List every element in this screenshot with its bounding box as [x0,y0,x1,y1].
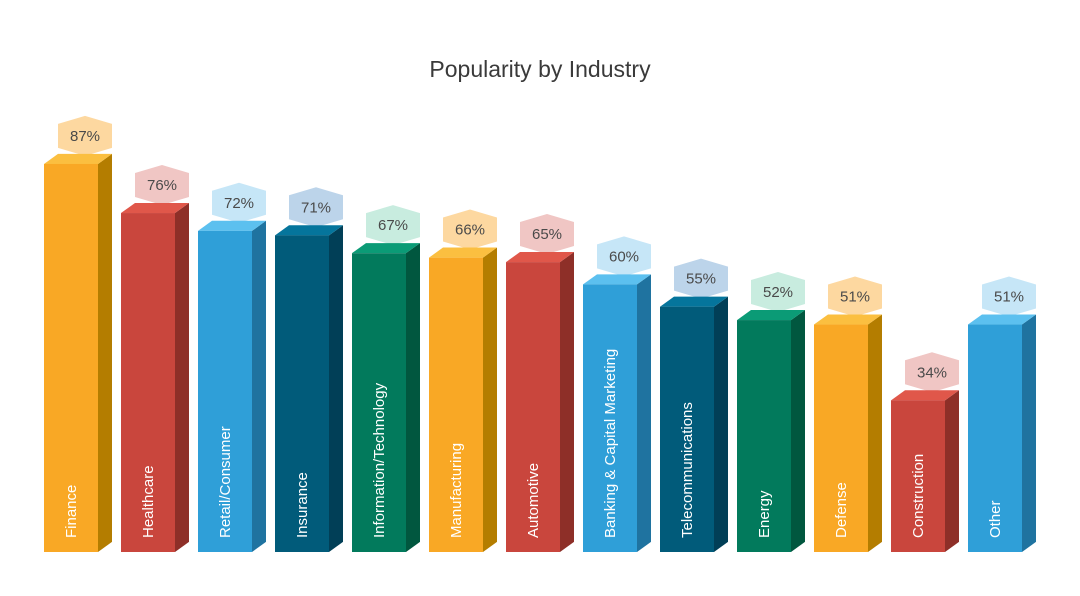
value-badge [135,164,189,205]
bar [583,284,637,552]
bar-side [945,390,959,552]
bar-top [660,296,728,307]
value-label: 51% [840,288,870,305]
value-label: 67% [378,217,408,234]
bar-side [1022,314,1036,552]
value-badge [520,214,574,255]
bar-top [506,252,574,263]
value-label: 52% [763,284,793,301]
category-label: Retail/Consumer [217,426,234,538]
value-label: 87% [70,128,100,145]
bar [352,253,406,552]
value-badge [366,205,420,246]
bar-top [891,390,959,401]
value-badge [212,182,266,223]
value-badge [597,236,651,277]
bar-side [329,225,343,552]
bar-top [814,314,882,325]
value-badge [443,209,497,250]
category-label: Energy [756,490,773,538]
bar-side [175,202,189,552]
value-badge [828,276,882,317]
value-badge [751,272,805,312]
category-label: Banking & Capital Marketing [602,349,619,538]
bar-top [429,247,497,258]
bar [275,235,329,552]
category-label: Information/Technology [371,382,388,538]
bar [198,230,252,552]
value-badge [289,187,343,228]
bar [121,213,175,553]
bar [506,262,560,552]
bar [737,320,791,552]
value-label: 60% [609,248,639,265]
category-label: Manufacturing [448,443,465,538]
category-label: Telecommunications [679,402,696,538]
value-label: 76% [147,177,177,194]
value-label: 72% [224,195,254,212]
value-badge [674,258,728,299]
bar-side [98,153,112,552]
bar-side [868,314,882,552]
bar [814,324,868,552]
value-label: 65% [532,226,562,243]
category-label: Construction [910,454,927,538]
category-label: Defense [833,482,850,538]
bar-top [352,243,420,254]
bar-side [714,296,728,552]
bar-top [968,314,1036,325]
bar [429,257,483,552]
value-label: 34% [917,364,947,381]
category-label: Other [987,500,1004,538]
value-label: 55% [686,271,716,288]
category-label: Healthcare [140,465,157,538]
chart-title: Popularity by Industry [429,56,651,82]
category-label: Insurance [294,472,311,538]
value-badge [982,276,1036,317]
bar-top [275,225,343,236]
value-label: 71% [301,199,331,216]
bar-side [252,220,266,553]
bar-top [737,310,805,321]
value-label: 51% [994,288,1024,305]
bar-top [121,202,189,214]
bar-side [791,310,805,552]
bar-top [44,153,112,164]
value-badge [905,352,959,393]
bar [44,163,98,553]
bar [891,400,945,552]
bar-side [560,252,574,552]
category-label: Automotive [525,463,542,538]
bar-top [198,220,266,231]
bar-side [406,243,420,552]
bar [660,306,714,552]
value-label: 66% [455,222,485,239]
bar-top [583,274,651,285]
bar-side [637,274,651,552]
value-badge [58,115,112,156]
bar-side [483,247,497,552]
category-label: Finance [63,485,80,538]
bar [968,324,1022,552]
